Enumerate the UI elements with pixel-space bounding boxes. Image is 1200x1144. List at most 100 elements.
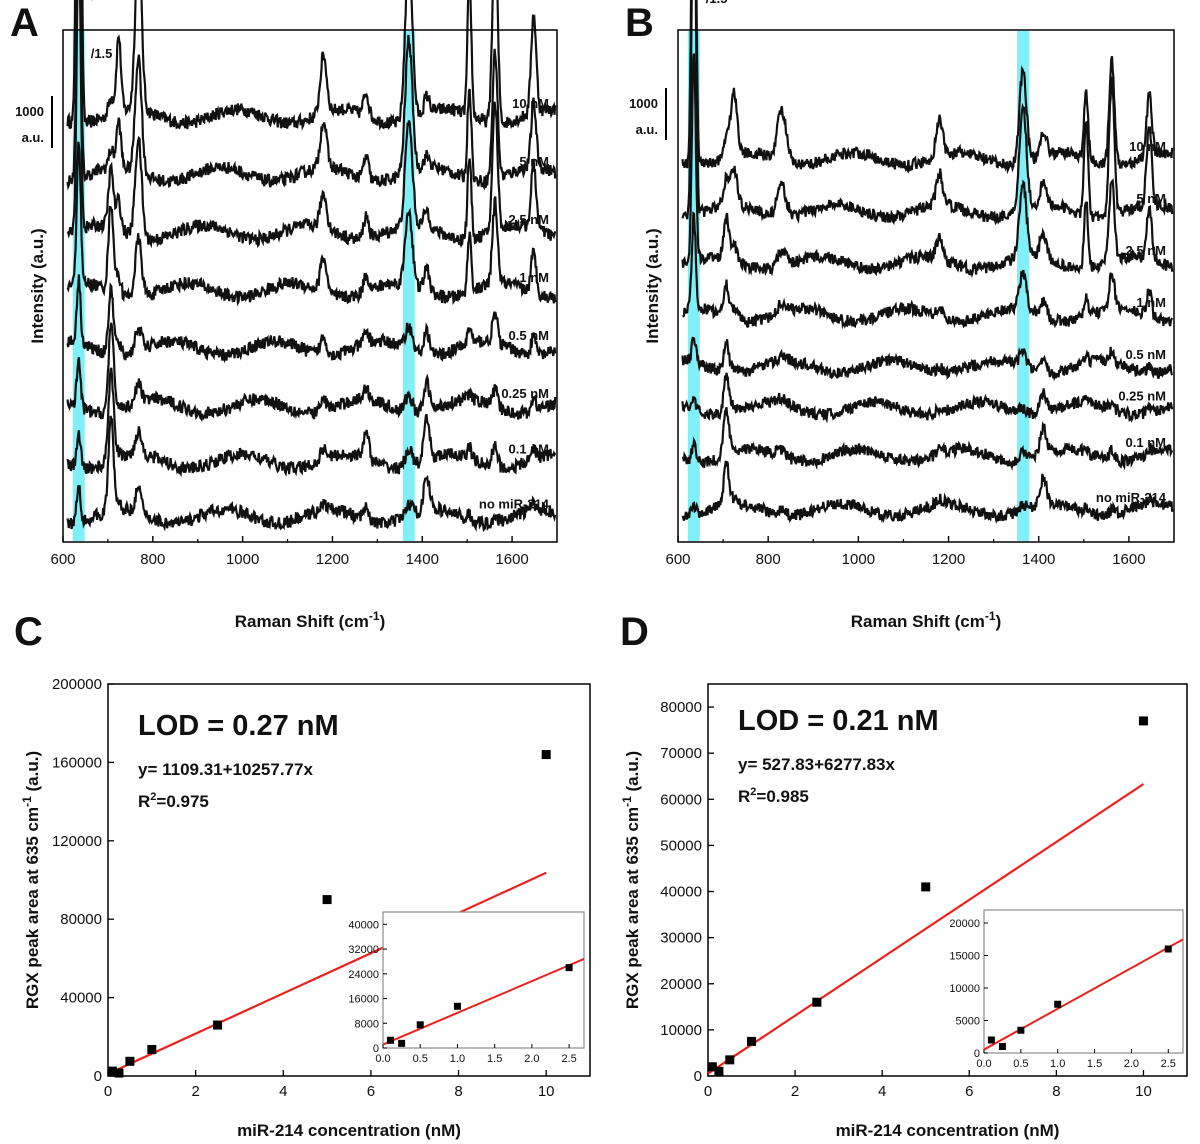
- trace-label: 0.1 nM: [509, 441, 549, 456]
- y-axis-title-end: (a.u.): [23, 751, 42, 796]
- trace-label: 0.5 nM: [1126, 347, 1166, 362]
- r-squared-sup: 2: [150, 791, 156, 803]
- inset-y-tick-label: 16000: [348, 994, 379, 1006]
- spectrum-trace: [681, 0, 1174, 226]
- r-squared-sup: 2: [750, 786, 756, 798]
- spectrum-trace: [66, 274, 557, 364]
- y-axis-title: Intensity (a.u.): [28, 228, 47, 343]
- r-squared-label: R: [138, 792, 150, 811]
- trace-label: 2.5 nM: [509, 212, 549, 227]
- trace-label: 0.1 nM: [1126, 435, 1166, 450]
- x-tick-label: 4: [279, 1083, 287, 1100]
- inset-plot: 0 8000 16000 24000 32000 40000 0.0 0.5 1.0 1.5 2.0…: [348, 911, 585, 1065]
- plot-frame: [707, 683, 1188, 1077]
- y-tick-label: 0: [94, 1068, 102, 1085]
- y-axis-title-sup: -1: [20, 796, 34, 807]
- x-tick-label: 600: [665, 551, 690, 568]
- inset-y-tick-label: 5000: [956, 1016, 980, 1028]
- spectrum-trace: [681, 0, 1174, 175]
- y-tick-label: 10000: [660, 1022, 702, 1039]
- y-tick-label: 30000: [660, 930, 702, 947]
- y-tick-label: 20000: [660, 976, 702, 993]
- y-tick-label: 60000: [660, 791, 702, 808]
- inset-x-tick-label: 2.5: [561, 1053, 576, 1065]
- inset-data-point: [998, 1043, 1006, 1050]
- inset-x-tick-label: 0.0: [976, 1058, 991, 1070]
- spectrum-trace: [681, 406, 1174, 471]
- x-tick-label: 1600: [495, 551, 528, 568]
- trace-label: 0.25 nM: [501, 386, 549, 401]
- spectrum-trace: [66, 322, 557, 422]
- y-tick-label: 120000: [52, 833, 102, 850]
- y-tick-label: 50000: [660, 837, 702, 854]
- data-point: [107, 1066, 117, 1076]
- data-point: [725, 1055, 735, 1065]
- data-point: [147, 1045, 157, 1055]
- inset-data-point: [1164, 945, 1172, 953]
- x-tick-label: 6: [367, 1083, 375, 1100]
- x-tick-label: 1400: [1022, 551, 1055, 568]
- inset-data-point: [1054, 1000, 1062, 1008]
- x-axis-title-sup: -1: [369, 609, 380, 623]
- y-axis-title: RGX peak area at 635 cm-1 (a.u.): [20, 751, 42, 1009]
- plot-frame: [62, 29, 558, 543]
- inset-x-tick-label: 2.5: [1161, 1058, 1176, 1070]
- x-tick-label: 1600: [1112, 551, 1145, 568]
- inset-x-tick-label: 0.0: [375, 1053, 390, 1065]
- spectrum-trace: [681, 53, 1174, 279]
- inset-y-tick-label: 32000: [348, 944, 379, 956]
- data-point: [213, 1020, 223, 1030]
- data-point: [125, 1056, 135, 1066]
- x-tick-label: 8: [1052, 1083, 1060, 1100]
- fit-equation: y= 1109.31+10257.77x: [138, 760, 313, 779]
- x-tick-label: 0: [704, 1083, 712, 1100]
- trace-label: 2.5 nM: [1126, 243, 1166, 258]
- spectrum-trace: [66, 0, 557, 131]
- y-axis-title-main: RGX peak area at 635 cm: [23, 807, 42, 1009]
- spectrum-trace: [66, 0, 557, 249]
- panel-d: D010000200003000040000500006000070000800…: [620, 610, 1188, 1140]
- scale-bar-unit: a.u.: [636, 122, 658, 137]
- r-squared: R2=0.985: [738, 786, 809, 806]
- inset-y-tick-label: 40000: [348, 919, 379, 931]
- trace-label: no miR-214: [479, 496, 550, 511]
- fit-equation: y= 527.83+6277.83x: [738, 755, 895, 774]
- x-axis-title: miR-214 concentration (nM): [836, 1121, 1060, 1140]
- y-tick-label: 200000: [52, 676, 102, 693]
- y-tick-label: 70000: [660, 745, 702, 762]
- inset-data-point: [453, 1002, 461, 1010]
- fit-line: [107, 871, 547, 1075]
- y-axis-title-end: (a.u.): [623, 751, 642, 796]
- inset-y-tick-label: 15000: [949, 951, 980, 963]
- spectrum-trace: [681, 336, 1174, 382]
- r-squared-value: =0.985: [756, 787, 808, 806]
- x-tick-label: 1000: [842, 551, 875, 568]
- data-point: [541, 750, 551, 760]
- trace-label: 5 nM: [1136, 191, 1166, 206]
- scale-note: /1.5: [706, 0, 728, 6]
- inset-data-point: [987, 1036, 995, 1044]
- y-tick-label: 40000: [660, 884, 702, 901]
- spectrum-trace: [66, 0, 557, 191]
- scale-bar-value: 1000: [629, 96, 658, 111]
- spectrum-trace: [66, 141, 557, 307]
- inset-x-tick-label: 1.5: [1087, 1058, 1102, 1070]
- fit-line: [707, 783, 1145, 1075]
- x-axis-title-end: ): [996, 612, 1002, 631]
- y-tick-label: 0: [694, 1068, 702, 1085]
- data-point: [921, 882, 931, 892]
- inset-plot: 0 5000 10000 15000 20000 0.0 0.5 1.0 1.5 2.0 2.5: [949, 909, 1184, 1070]
- x-axis-title-sup: -1: [985, 609, 996, 623]
- inset-data-point: [565, 964, 573, 972]
- lod-label: LOD = 0.21 nM: [738, 705, 939, 737]
- spectrum-trace: [681, 372, 1174, 424]
- scale-note: /4: [91, 0, 103, 3]
- spectrum-trace: [66, 367, 557, 478]
- x-tick-label: 800: [140, 551, 165, 568]
- x-tick-label: 2: [191, 1083, 199, 1100]
- inset-frame: [382, 911, 585, 1049]
- inset-x-tick-label: 2.0: [524, 1053, 539, 1065]
- trace-label: 0.5 nM: [509, 328, 549, 343]
